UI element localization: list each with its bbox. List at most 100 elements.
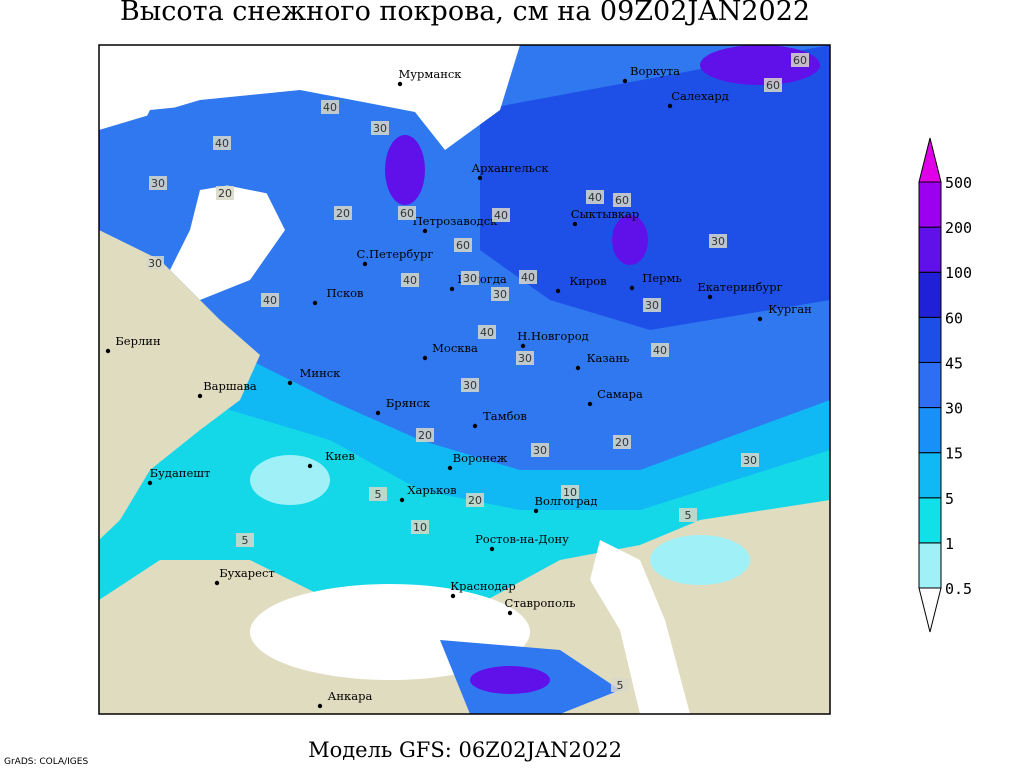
city-label: Воронеж	[453, 451, 508, 465]
contour-label: 30	[151, 177, 165, 190]
city-label: Минск	[300, 366, 342, 380]
contour-label: 30	[463, 379, 477, 392]
city-dot	[575, 365, 581, 371]
city-label: Харьков	[407, 483, 456, 497]
map	[98, 44, 831, 715]
contour-label: 10	[563, 486, 577, 499]
contour-label: 30	[645, 299, 659, 312]
contour-label: 40	[494, 209, 508, 222]
colorbar-triangle	[918, 137, 942, 183]
city-dot	[375, 410, 381, 416]
city-label: Архангельск	[471, 161, 549, 175]
city-dot	[555, 288, 561, 294]
city-dot	[312, 300, 318, 306]
contour-label-box	[679, 508, 697, 522]
city-dot	[450, 593, 456, 599]
contour-label: 30	[743, 454, 757, 467]
colorbar-label: 200	[945, 219, 972, 237]
contour-label: 30	[518, 352, 532, 365]
city-label: Берлин	[115, 334, 161, 348]
contour-label: 5	[242, 534, 249, 547]
colorbar-box	[918, 271, 942, 318]
contour-label: 5	[617, 679, 624, 692]
contour-label: 40	[215, 137, 229, 150]
colorbar-label: 60	[945, 309, 963, 327]
contour-label-box	[213, 136, 231, 150]
contour-label-box	[466, 493, 484, 507]
city-dot	[147, 480, 153, 486]
contour-label: 10	[413, 521, 427, 534]
colorbar-box	[918, 226, 942, 273]
contour-label-box	[371, 121, 389, 135]
contour-label: 60	[793, 54, 807, 67]
colorbar-label: 500	[945, 174, 972, 192]
city-dot	[622, 78, 628, 84]
city-dot	[472, 423, 478, 429]
contour-label: 60	[456, 239, 470, 252]
contour-label-box	[369, 487, 387, 501]
contour-label: 5	[375, 488, 382, 501]
contour-label: 60	[766, 79, 780, 92]
city-dot	[667, 103, 673, 109]
contour-label-box	[611, 678, 629, 692]
contour-label: 20	[418, 429, 432, 442]
city-label: Мурманск	[399, 67, 463, 81]
credit: GrADS: COLA/IGES	[4, 757, 88, 767]
city-label: Будапешт	[150, 466, 211, 480]
contour-label-box	[416, 428, 434, 442]
contour-label-box	[216, 186, 234, 200]
city-label: Самара	[597, 387, 643, 401]
city-dot	[707, 294, 713, 300]
city-label: Пермь	[642, 271, 681, 285]
colorbar-box	[918, 316, 942, 363]
contour-label-box	[261, 293, 279, 307]
contour-label: 30	[493, 288, 507, 301]
contour-label-box	[236, 533, 254, 547]
city-label: Бухарест	[219, 566, 275, 580]
city-dot	[362, 261, 368, 267]
colorbar-box	[918, 497, 942, 544]
contour-label-box	[709, 234, 727, 248]
city-label: Краснодар	[450, 579, 515, 593]
city-label: Ставрополь	[505, 596, 576, 610]
city-dot	[307, 463, 313, 469]
contour-label-box	[613, 435, 631, 449]
contour-label-box	[613, 193, 631, 207]
colorbar-box	[918, 407, 942, 454]
subtitle: Модель GFS: 06Z02JAN2022	[308, 738, 622, 762]
contour-label-box	[334, 206, 352, 220]
city-label: Москва	[432, 341, 478, 355]
city-label: Петрозаводск	[413, 214, 499, 228]
contour-labels: 40 30 40 30 20 20 30 40 60 40 40 60 30 60 40 30 40 30 30 40…	[146, 53, 809, 692]
contour-label-box	[651, 343, 669, 357]
city-label: Брянск	[386, 396, 431, 410]
city-dot	[214, 580, 220, 586]
colorbar-box	[918, 542, 942, 589]
contour-label-box	[561, 485, 579, 499]
cities: Мурманск Воркута Салехард Архангельск Петроз…	[105, 64, 812, 709]
contour-label-box	[519, 270, 537, 284]
contour-label: 40	[588, 191, 602, 204]
city-dot	[447, 465, 453, 471]
contour-label-box	[401, 273, 419, 287]
contour-label: 40	[323, 101, 337, 114]
colorbar-label: 30	[945, 400, 963, 418]
city-label: Псков	[326, 286, 363, 300]
city-label: Анкара	[328, 689, 373, 703]
city-label: Курган	[768, 302, 812, 316]
contour-label-box	[791, 53, 809, 67]
contour-label-box	[741, 453, 759, 467]
colorbar-box	[918, 361, 942, 409]
contour-label-box	[461, 271, 479, 285]
contour-label: 30	[533, 444, 547, 457]
contour-label-box	[492, 208, 510, 222]
city-dot	[520, 343, 526, 349]
contour-label: 20	[336, 207, 350, 220]
contour-label: 30	[148, 257, 162, 270]
colorbar-triangle	[918, 587, 942, 633]
city-label: Варшава	[203, 379, 257, 393]
contour-label-box	[586, 190, 604, 204]
contour-label: 40	[480, 326, 494, 339]
contour-label-box	[411, 520, 429, 534]
colorbar-label: 5	[945, 490, 954, 508]
